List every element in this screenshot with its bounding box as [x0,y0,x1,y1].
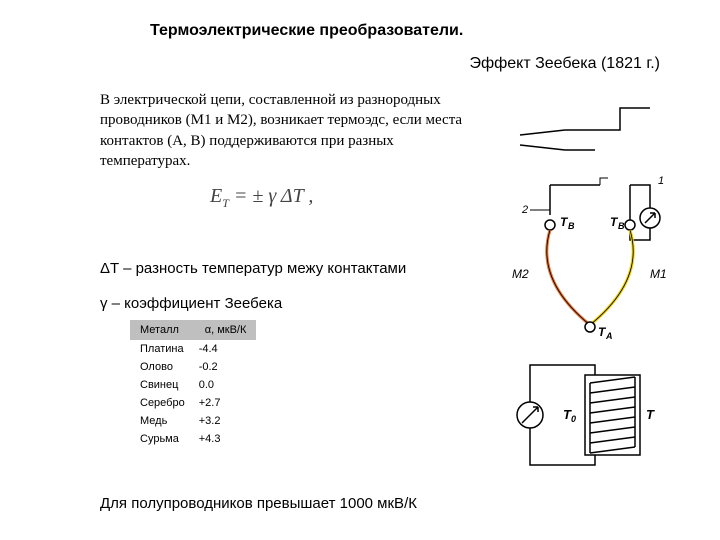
formula: ET = ± γ ΔT , [210,185,313,211]
definition-delta-t: ΔT – разность температур межу контактами [100,260,406,277]
svg-text:M1: M1 [650,267,667,281]
svg-text:T: T [646,407,655,422]
svg-text:1: 1 [658,175,664,187]
svg-text:B: B [618,221,625,231]
svg-text:2: 2 [521,204,528,216]
diagrams-column: 1 2 T B T B M2 M1 T A [500,90,680,510]
subtitle: Эффект Зеебека (1821 г.) [469,55,660,73]
svg-text:B: B [568,221,575,231]
table-row: Свинец0.0 [130,376,256,394]
table-row: Сурьма+4.3 [130,430,256,448]
seebeck-coeff-table: Металл α, мкВ/К Платина-4.4 Олово-0.2 Св… [130,320,256,448]
table-row: Серебро+2.7 [130,394,256,412]
table-row: Платина-4.4 [130,340,256,358]
col-header-alpha: α, мкВ/К [195,320,257,340]
svg-text:A: A [605,331,613,341]
diagram-thermocouple-circuit: 1 2 T B T B M2 M1 T A [500,170,680,345]
diagram-coil-gauge: T 0 T [500,345,680,485]
intro-paragraph: В электрической цепи, составленной из ра… [100,90,470,171]
table-row: Медь+3.2 [130,412,256,430]
footer-note: Для полупроводников превышает 1000 мкВ/К [100,495,417,512]
definition-gamma: γ – коэффициент Зеебека [100,295,282,312]
col-header-metal: Металл [130,320,195,340]
page-title: Термоэлектрические преобразователи. [150,22,463,40]
diagram-junction-sketch [500,90,660,170]
table-row: Олово-0.2 [130,358,256,376]
svg-text:M2: M2 [512,267,529,281]
svg-text:0: 0 [571,414,576,424]
